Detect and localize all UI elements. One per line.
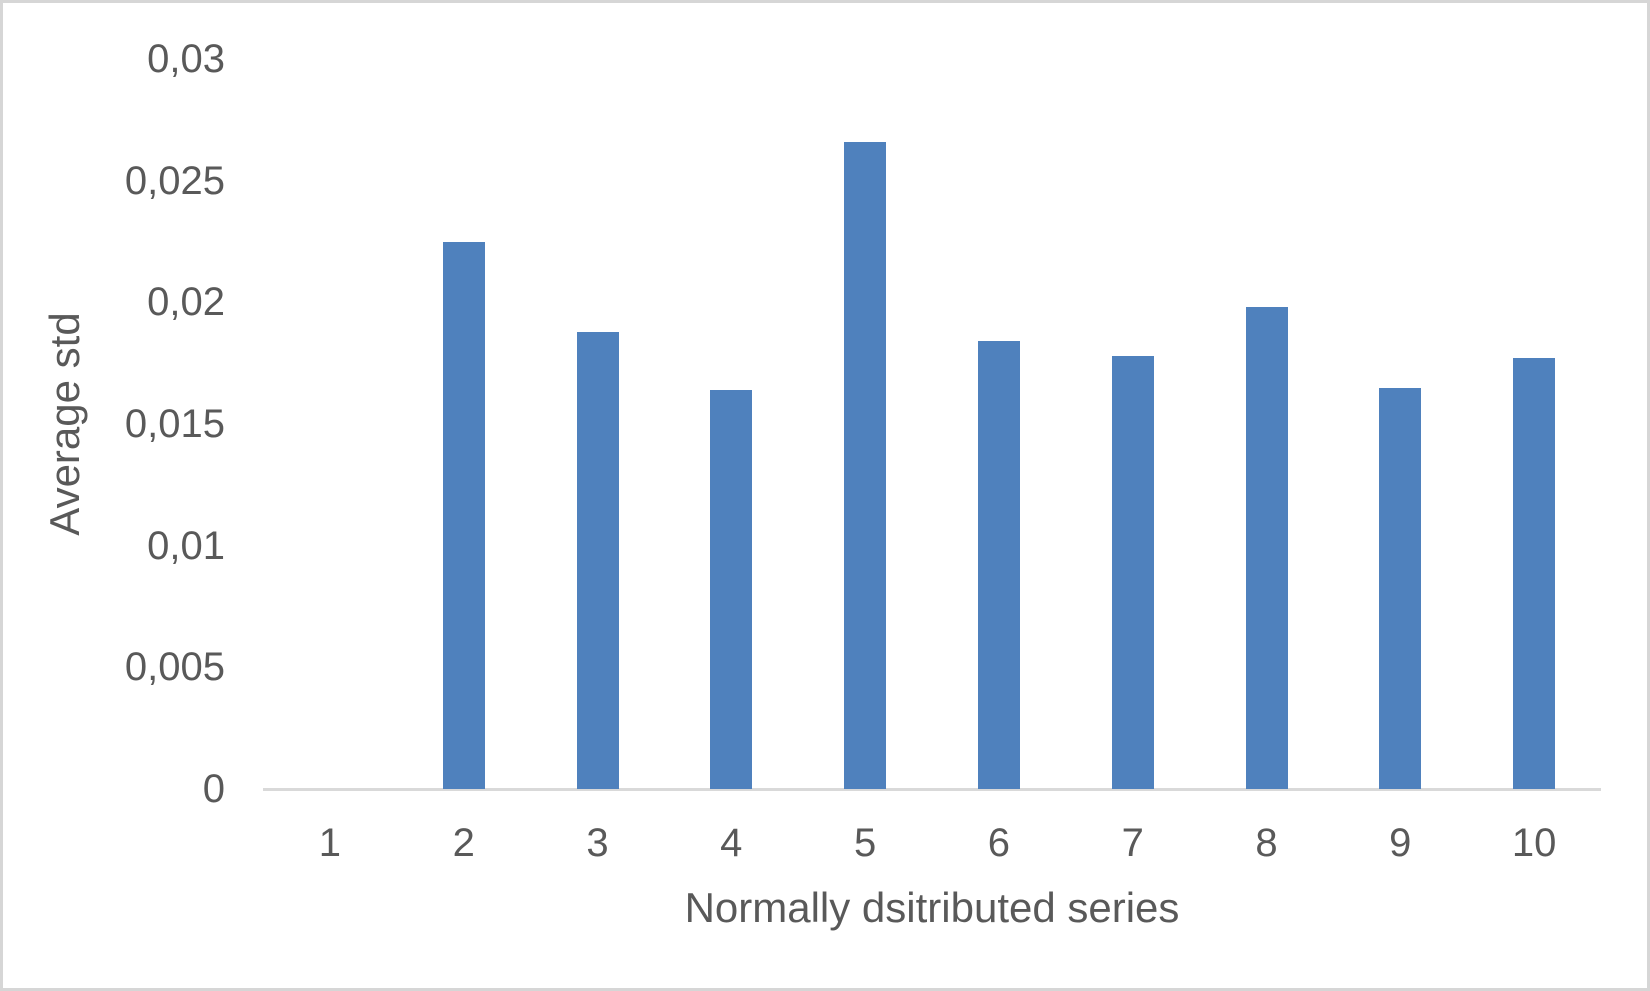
x-axis-title: Normally dsitributed series <box>684 884 1180 931</box>
bar-4 <box>710 389 753 789</box>
y-tick-label: 0,02 <box>147 280 225 325</box>
bar-3 <box>576 331 619 789</box>
bar-7 <box>1111 355 1154 789</box>
x-tick-label: 1 <box>318 821 342 865</box>
x-axis-line <box>263 788 1601 791</box>
x-tick-label: 7 <box>1121 821 1144 865</box>
x-tick-label: 6 <box>987 821 1011 865</box>
y-axis-title: Average std <box>41 312 88 536</box>
bar-6 <box>977 341 1020 789</box>
y-tick-label: 0,03 <box>147 37 225 81</box>
x-tick-label: 8 <box>1255 821 1278 865</box>
bar-8 <box>1245 307 1288 789</box>
plot-area: 0 0,005 0,01 0,015 0,02 0,025 0,03 1 2 3 4 5 6 7 8 9 10 <box>3 3 1647 988</box>
y-tick-label: 0,005 <box>124 645 225 690</box>
y-tick-label: 0,015 <box>124 402 225 446</box>
x-tick-label: 3 <box>586 821 609 865</box>
bar-5 <box>844 141 887 789</box>
x-tick-label: 5 <box>853 821 877 865</box>
x-tick-label: 2 <box>452 821 475 865</box>
x-tick-label: 9 <box>1389 821 1412 865</box>
bar-9 <box>1379 387 1422 789</box>
y-tick-label: 0,025 <box>124 158 225 203</box>
x-tick-label: 10 <box>1511 821 1557 865</box>
bar-2 <box>442 241 485 789</box>
x-tick-label: 4 <box>720 821 743 865</box>
y-tick-label: 0,01 <box>147 523 225 568</box>
y-tick-label: 0 <box>202 767 225 811</box>
bar-10 <box>1513 358 1556 789</box>
